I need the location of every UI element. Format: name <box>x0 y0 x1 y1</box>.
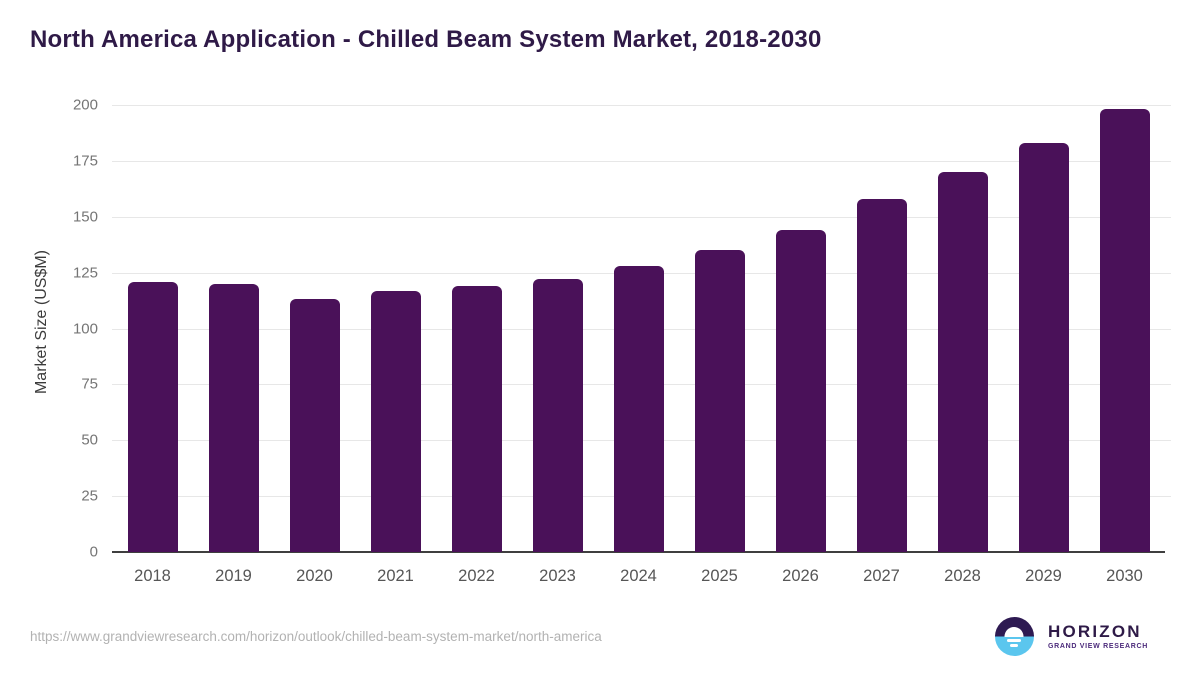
bar-2026 <box>775 230 826 552</box>
bar-2027 <box>856 198 907 552</box>
x-tick-2021: 2021 <box>377 567 414 585</box>
logo-subtitle: GRAND VIEW RESEARCH <box>1047 643 1148 651</box>
x-tick-2020: 2020 <box>296 567 333 585</box>
horizon-logo: HORIZON GRAND VIEW RESEARCH <box>994 617 1148 656</box>
y-tick-50: 50 <box>81 431 98 449</box>
logo-text: HORIZON GRAND VIEW RESEARCH <box>1047 621 1148 651</box>
bar-2030 <box>1099 109 1150 552</box>
x-tick-2018: 2018 <box>134 567 171 585</box>
x-tick-2029: 2029 <box>1025 567 1062 585</box>
source-url: https://www.grandviewresearch.com/horizo… <box>30 629 602 644</box>
y-tick-200: 200 <box>72 96 98 114</box>
chart-title: North America Application - Chilled Beam… <box>30 26 822 53</box>
x-tick-2019: 2019 <box>215 567 252 585</box>
x-axis-line <box>112 551 1165 553</box>
bar-2028 <box>937 172 988 552</box>
bar-2024 <box>613 265 664 552</box>
x-tick-2030: 2030 <box>1106 567 1143 585</box>
x-tick-2028: 2028 <box>944 567 981 585</box>
x-tick-2022: 2022 <box>458 567 495 585</box>
sun-reflection-line-icon <box>1007 639 1022 642</box>
gridline-175 <box>112 160 1171 162</box>
bar-2020 <box>289 299 340 552</box>
y-tick-25: 25 <box>81 487 98 505</box>
bar-2018 <box>127 281 178 552</box>
y-tick-125: 125 <box>72 264 98 282</box>
bar-2029 <box>1018 143 1069 552</box>
y-tick-175: 175 <box>72 152 98 170</box>
sun-icon <box>1004 626 1024 637</box>
gridline-150 <box>112 216 1171 218</box>
gridline-200 <box>112 105 1171 106</box>
bar-2019 <box>208 283 259 552</box>
sun-reflection-line-icon <box>1010 644 1019 647</box>
bar-2021 <box>370 290 421 552</box>
x-tick-2024: 2024 <box>620 567 657 585</box>
x-tick-2023: 2023 <box>539 567 576 585</box>
x-tick-2025: 2025 <box>701 567 738 585</box>
bar-2022 <box>451 286 502 552</box>
y-tick-0: 0 <box>89 543 98 561</box>
y-tick-75: 75 <box>81 375 98 393</box>
x-tick-2027: 2027 <box>863 567 900 585</box>
y-tick-100: 100 <box>72 320 98 337</box>
plot-area: 0 25 50 75 100 125 150 175 200 2018 2019 2020 2021 20… <box>73 97 1171 585</box>
bar-2023 <box>532 279 583 552</box>
logo-title: HORIZON <box>1047 621 1142 641</box>
x-tick-2026: 2026 <box>782 567 819 585</box>
horizon-logo-icon <box>994 617 1034 656</box>
y-tick-150: 150 <box>72 208 98 226</box>
bar-2025 <box>694 250 745 552</box>
